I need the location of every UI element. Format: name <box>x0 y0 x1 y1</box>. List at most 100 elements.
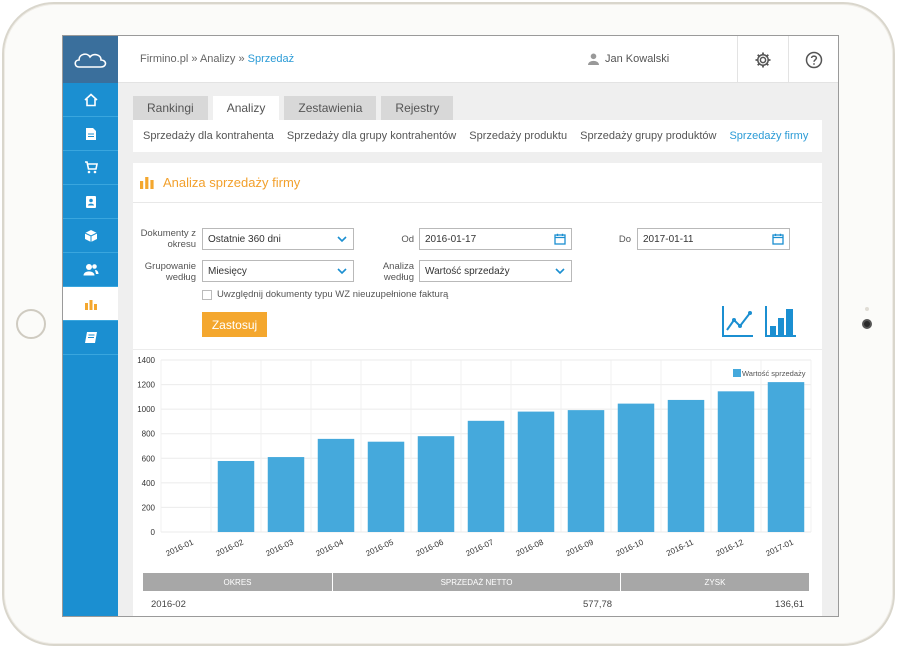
panel-header: Analiza sprzedaży firmy <box>133 163 822 203</box>
divider <box>133 349 822 350</box>
tab-analizy[interactable]: Analizy <box>212 96 280 120</box>
bar <box>267 457 305 532</box>
y-tick-label: 200 <box>142 503 156 512</box>
sidebar-item-clients[interactable] <box>63 253 118 287</box>
bar-chart-toggle[interactable] <box>764 304 798 338</box>
bar-chart-icon <box>84 299 97 310</box>
breadcrumb-separator: » <box>238 53 245 65</box>
main-tabs: Rankingi Analizy Zestawienia Rejestry <box>133 96 454 120</box>
y-tick-label: 0 <box>151 528 156 537</box>
subnav-grupa-kontrahentow[interactable]: Sprzedaży dla grupy kontrahentów <box>286 130 457 142</box>
user-menu[interactable]: Jan Kowalski <box>588 53 669 65</box>
book-icon <box>84 332 97 343</box>
home-icon <box>83 92 98 106</box>
address-book-icon <box>85 195 96 208</box>
col-okres[interactable]: OKRES <box>143 573 333 591</box>
panel-title: Analiza sprzedaży firmy <box>163 175 301 190</box>
sidebar-item-home[interactable] <box>63 83 118 117</box>
bar <box>617 403 655 532</box>
bar-chart-icon <box>140 177 154 189</box>
bar <box>317 438 355 532</box>
apply-button[interactable]: Zastosuj <box>202 312 267 337</box>
breadcrumb-separator: » <box>191 53 198 65</box>
wz-checkbox[interactable] <box>202 290 212 300</box>
gear-icon <box>755 52 771 67</box>
legend-swatch <box>733 369 741 377</box>
cloud-logo-icon[interactable] <box>63 36 118 83</box>
sidebar-item-shop[interactable] <box>63 151 118 185</box>
app-screen: Firmino.pl » Analizy » Sprzedaż Jan Kowa… <box>62 35 839 617</box>
sidebar-item-help[interactable] <box>63 321 118 355</box>
home-button[interactable] <box>16 309 46 339</box>
legend-label: Wartość sprzedaży <box>742 369 806 378</box>
bar <box>567 410 605 532</box>
question-icon <box>805 51 823 68</box>
sidebar-item-products[interactable] <box>63 219 118 253</box>
chevron-down-icon <box>337 236 347 243</box>
to-date-input[interactable]: 2017-01-11 <box>637 228 790 250</box>
grouping-select[interactable]: Miesięcy <box>202 260 354 282</box>
subnav-kontrahent[interactable]: Sprzedaży dla kontrahenta <box>143 130 274 142</box>
tab-rankingi[interactable]: Rankingi <box>133 96 208 120</box>
x-tick-label: 2016-10 <box>614 537 645 558</box>
breadcrumb: Firmino.pl » Analizy » Sprzedaż <box>140 53 294 65</box>
calendar-icon[interactable] <box>554 233 566 245</box>
calendar-icon[interactable] <box>772 233 784 245</box>
bar-chart-icon <box>765 306 796 337</box>
cell-zysk: 136,61 <box>775 599 805 610</box>
sales-bar-chart: 0 200 400 600 800 1000 1200 1400 2016-01 2016-02 2… <box>137 356 812 558</box>
table-header: OKRES SPRZEDAŻ NETTO ZYSK <box>143 573 809 591</box>
sidebar-item-analytics[interactable] <box>63 287 118 321</box>
cell-netto: 577,78 <box>583 599 613 610</box>
y-tick-label: 1200 <box>137 381 155 390</box>
x-tick-label: 2016-11 <box>665 537 695 558</box>
x-tick-label: 2016-02 <box>214 537 245 558</box>
x-tick-label: 2016-07 <box>464 537 495 558</box>
x-tick-label: 2016-08 <box>514 537 545 558</box>
top-bar: Firmino.pl » Analizy » Sprzedaż Jan Kowa… <box>118 36 838 83</box>
users-icon <box>83 264 98 276</box>
line-chart-toggle[interactable] <box>721 304 755 338</box>
chevron-down-icon <box>555 268 565 275</box>
x-tick-label: 2016-06 <box>414 537 445 558</box>
y-tick-label: 800 <box>142 430 156 439</box>
analysis-label: Analiza według <box>382 261 414 283</box>
user-name: Jan Kowalski <box>605 53 670 65</box>
subnav-produkt[interactable]: Sprzedaży produktu <box>469 130 568 142</box>
from-date-input[interactable]: 2016-01-17 <box>419 228 572 250</box>
x-tick-label: 2016-12 <box>714 537 745 558</box>
breadcrumb-current: Sprzedaż <box>247 53 295 65</box>
breadcrumb-analizy[interactable]: Analizy <box>199 53 236 65</box>
user-icon <box>588 53 599 65</box>
sidebar-item-documents[interactable] <box>63 117 118 151</box>
cell-okres: 2016-02 <box>151 599 186 610</box>
bar <box>667 399 705 532</box>
bar <box>367 441 405 532</box>
to-label: Do <box>618 234 631 245</box>
sidebar-item-contacts[interactable] <box>63 185 118 219</box>
grouping-label: Grupowanie według <box>144 261 196 283</box>
breadcrumb-home[interactable]: Firmino.pl <box>140 53 189 65</box>
chevron-down-icon <box>337 268 347 275</box>
col-sprzedaz-netto[interactable]: SPRZEDAŻ NETTO <box>333 573 621 591</box>
camera <box>862 319 872 329</box>
wz-checkbox-label: Uwzględnij dokumenty typu WZ nieuzupełni… <box>217 289 449 300</box>
tab-rejestry[interactable]: Rejestry <box>381 96 454 120</box>
y-tick-label: 1400 <box>137 356 155 365</box>
subnav-grupa-produktow[interactable]: Sprzedaży grupy produktów <box>580 130 717 142</box>
y-tick-label: 400 <box>142 479 156 488</box>
analysis-select[interactable]: Wartość sprzedaży <box>419 260 572 282</box>
col-zysk[interactable]: ZYSK <box>704 577 726 587</box>
help-button[interactable] <box>788 36 838 83</box>
bar <box>517 411 555 532</box>
y-tick-label: 600 <box>142 454 156 463</box>
period-label: Dokumenty z okresu <box>140 228 196 250</box>
settings-button[interactable] <box>737 36 788 83</box>
x-tick-label: 2016-09 <box>564 537 595 558</box>
table-row: 2016-02 577,78 136,61 <box>143 599 809 613</box>
period-select[interactable]: Ostatnie 360 dni <box>202 228 354 250</box>
tab-zestawienia[interactable]: Zestawienia <box>284 96 377 120</box>
bar <box>217 460 255 532</box>
subnav-firma[interactable]: Sprzedaży firmy <box>729 130 809 142</box>
sub-navigation: Sprzedaży dla kontrahenta Sprzedaży dla … <box>133 120 822 152</box>
